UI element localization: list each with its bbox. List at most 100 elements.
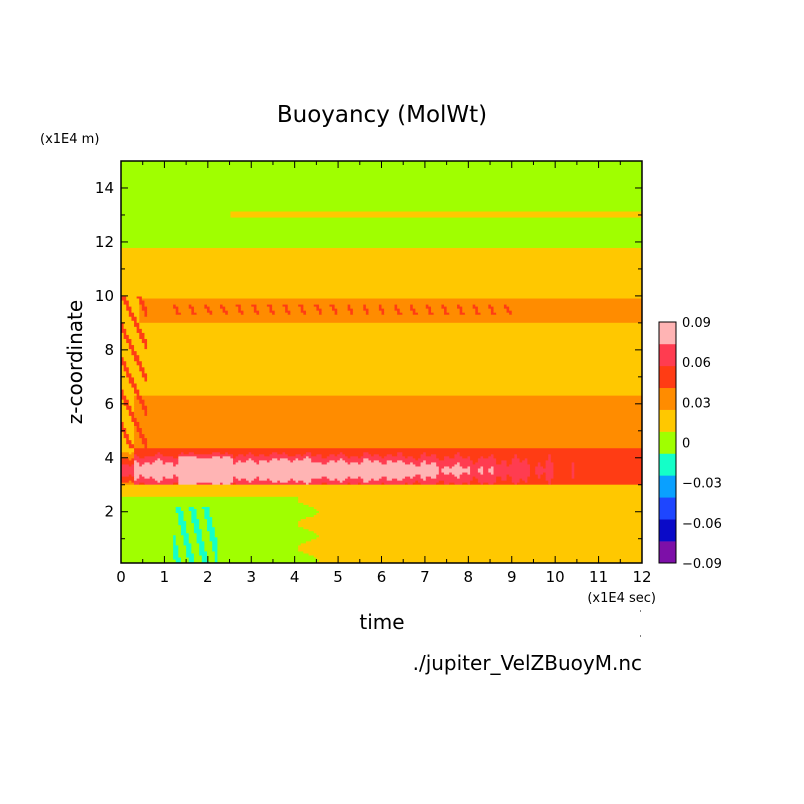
contour-cell (128, 403, 135, 406)
contour-cell (141, 303, 146, 307)
contour-cell (196, 536, 203, 540)
contour-cell (149, 461, 153, 465)
contour-cell (527, 459, 547, 463)
contour-cell (206, 528, 216, 532)
contour-cell (269, 306, 273, 309)
contour-cell (147, 445, 642, 449)
contour-cell (256, 308, 271, 311)
contour-cell (121, 259, 642, 263)
contour-cell (337, 459, 346, 463)
contour-cell (313, 506, 642, 509)
contour-cell (141, 437, 148, 441)
contour-cell (175, 558, 182, 562)
contour-cell (412, 310, 416, 313)
contour-cell (358, 482, 362, 485)
contour-cell (222, 310, 229, 313)
contour-cell (128, 413, 135, 416)
contour-cell (134, 378, 146, 382)
contour-cell (574, 469, 642, 473)
contour-cell (516, 455, 549, 459)
contour-cell (475, 303, 489, 307)
contour-cell (121, 538, 174, 542)
contour-cell (201, 560, 211, 563)
contour-cell (384, 308, 396, 311)
contour-cell (123, 391, 135, 394)
contour-cell (209, 510, 320, 514)
contour-cell (490, 312, 497, 315)
contour-cell (139, 431, 143, 435)
contour-cell (196, 482, 213, 485)
contour-cell (128, 380, 135, 384)
contour-cell (246, 478, 255, 481)
contour-cell (410, 308, 416, 311)
contour-cell (399, 308, 411, 311)
contour-cell (121, 465, 135, 469)
contour-cell (274, 312, 289, 315)
contour-cell (121, 530, 182, 534)
contour-cell (121, 172, 642, 176)
contour-cell (438, 471, 445, 475)
contour-cell (199, 552, 208, 556)
contour-cell (488, 467, 495, 471)
contour-cell (235, 482, 307, 485)
contour-cell (121, 397, 127, 400)
contour-cell (529, 465, 536, 469)
contour-cell (300, 542, 642, 546)
contour-cell (134, 469, 440, 473)
contour-cell (496, 461, 502, 465)
contour-cell (128, 370, 143, 374)
colorbar-swatch (659, 475, 676, 498)
contour-cell (298, 544, 642, 548)
contour-cell (144, 332, 642, 335)
contour-cell (425, 303, 429, 307)
contour-cell (134, 346, 146, 350)
contour-cell (134, 314, 140, 317)
contour-cell (238, 453, 245, 457)
contour-cell (121, 358, 125, 362)
contour-cell (121, 413, 130, 416)
contour-cell (131, 405, 135, 408)
contour-cell (571, 467, 575, 471)
contour-cell (121, 502, 304, 505)
contour-cell (175, 560, 182, 563)
contour-cell (121, 225, 642, 228)
contour-cell (477, 469, 484, 473)
contour-cell (259, 461, 323, 465)
contour-cell (420, 473, 437, 477)
contour-cell (144, 344, 148, 348)
contour-cell (121, 231, 642, 234)
contour-cell (212, 310, 224, 313)
contour-cell (488, 455, 495, 459)
contour-cell (272, 451, 278, 455)
contour-cell (144, 368, 642, 372)
contour-cell (128, 433, 135, 437)
contour-cell (550, 457, 642, 461)
contour-cell (483, 455, 489, 459)
contour-cell (311, 480, 341, 483)
contour-cell (144, 455, 174, 459)
contour-cell (225, 308, 239, 311)
contour-cell (339, 480, 344, 483)
contour-cell (134, 429, 138, 433)
contour-cell (219, 303, 224, 307)
contour-cell (540, 461, 547, 465)
contour-cell (121, 554, 174, 558)
contour-cell (180, 524, 187, 528)
contour-cell (230, 214, 642, 218)
contour-cell (121, 514, 179, 518)
contour-cell (144, 366, 642, 370)
contour-cell (347, 475, 351, 479)
contour-cell (272, 308, 286, 311)
contour-cell (441, 469, 471, 473)
contour-cell (128, 457, 133, 461)
contour-cell (298, 524, 642, 528)
contour-cell (352, 312, 367, 315)
contour-cell (214, 534, 320, 538)
contour-cell (378, 478, 388, 481)
contour-cell (391, 478, 398, 481)
contour-cell (345, 459, 364, 463)
contour-cell (368, 451, 398, 455)
contour-cell (134, 453, 138, 457)
contour-cell (501, 461, 508, 465)
contour-cell (279, 480, 289, 483)
